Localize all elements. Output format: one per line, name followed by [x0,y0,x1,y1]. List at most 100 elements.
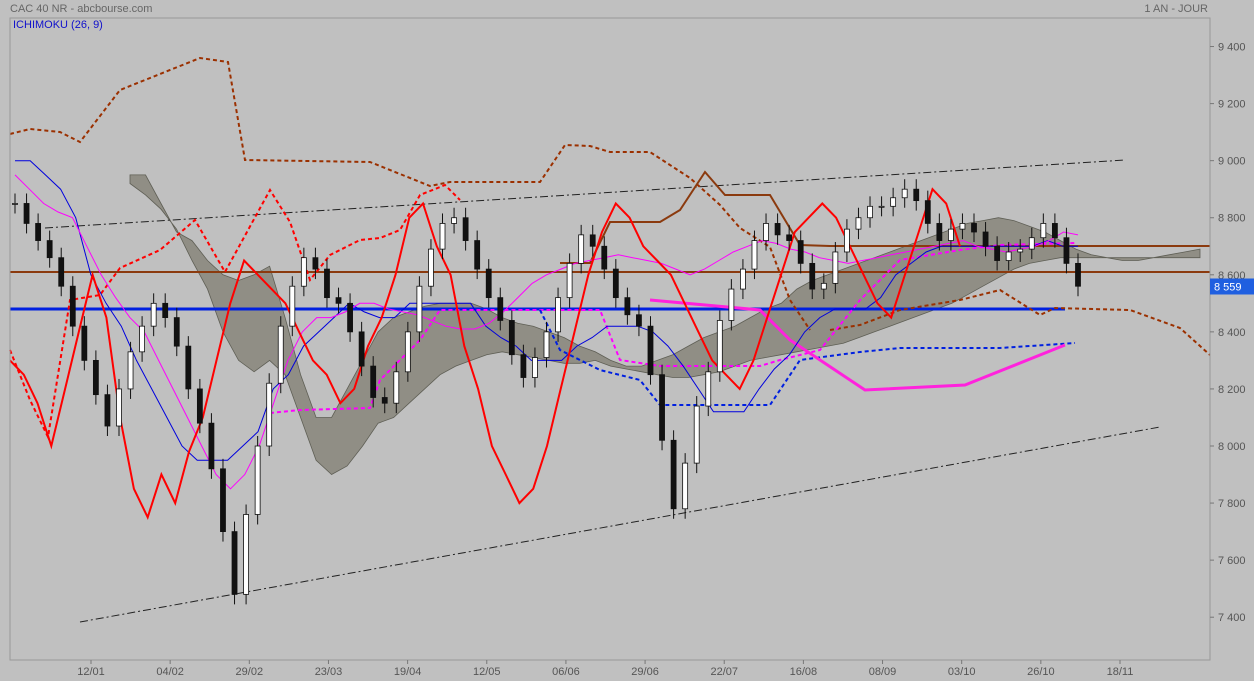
candle-body [913,188,920,202]
candle-body [624,297,631,316]
candle-body [532,357,538,378]
candle-body [289,285,296,327]
candle-body [393,371,400,404]
candle-body [1028,237,1035,250]
candle-body [116,388,122,427]
candle-body [982,231,989,247]
candle-body [208,422,215,470]
candle-body [231,531,238,595]
x-tick-label: 18/11 [1107,666,1134,678]
y-tick-label: 9 200 [1218,99,1246,111]
candle-body [867,205,873,219]
y-tick-label: 8 800 [1218,213,1246,225]
candle-body [370,365,377,398]
candle-body [381,397,388,404]
candle-body [555,297,561,333]
candle-body [220,468,226,532]
candle-body [173,317,180,347]
candle-body [520,354,527,378]
candle-body [300,257,307,287]
y-tick-label: 8 400 [1218,327,1246,339]
plot-frame [9,17,1211,661]
candle-body [81,325,88,361]
candle-body [335,297,342,304]
candle-body [659,374,665,441]
candle-body [266,382,273,447]
x-tick-label: 23/03 [315,666,343,678]
candle-body [543,331,550,358]
candle-body [324,268,330,299]
x-tick-label: 08/09 [869,666,897,678]
x-tick-label: 16/08 [790,666,818,678]
candle-body [127,351,134,390]
candle-body [347,302,353,333]
period-label: 1 AN - JOUR [1144,3,1208,15]
indicator-label: ICHIMOKU (26, 9) [13,19,103,31]
candle-body [462,217,469,241]
magenta-projection-line [649,298,1066,392]
candle-body [994,245,1001,261]
x-tick-label: 29/02 [236,666,264,678]
resistance-trendline [44,159,1126,229]
x-tick-label: 19/04 [394,666,422,678]
candle-body [820,282,827,290]
candle-body [416,285,423,333]
x-tick-label: 06/06 [552,666,580,678]
candle-body [162,302,169,319]
candle-body [578,234,585,264]
support-trendline [79,426,1161,623]
candle-body [1075,262,1081,287]
candle-body [35,223,42,241]
candle-body [1005,251,1012,261]
last-price-label: 8 559 [1214,281,1242,293]
candle-body [12,203,18,205]
x-tick-label: 12/05 [473,666,501,678]
candle-body [936,223,943,241]
y-tick-label: 7 800 [1218,498,1246,510]
candle-body [196,388,203,424]
x-tick-label: 03/10 [948,666,976,678]
candle-body [485,268,492,299]
candle-body [751,240,758,270]
y-tick-label: 9 400 [1218,42,1246,54]
y-tick-label: 8 000 [1218,441,1246,453]
candle-body [589,234,596,247]
upper-envelope-line [9,56,811,331]
series-kijun-line [14,174,1079,490]
y-tick-label: 7 600 [1218,555,1246,567]
candle-body [971,223,977,233]
candle-body [959,223,966,230]
y-tick-label: 9 000 [1218,156,1246,168]
candle-body [890,197,897,207]
candle-body [601,245,608,270]
candle-body [139,325,145,353]
candle-body [451,217,457,224]
lower-envelope-line [829,288,1211,356]
candle-body [46,240,53,259]
candle-body [693,405,700,464]
candle-body [716,320,723,373]
candle-body [428,248,434,287]
candle-body [612,268,619,299]
candle-body [763,223,769,241]
series-chikou-line [9,187,961,520]
candle-body [809,262,816,290]
candle-body [254,445,261,515]
candle-body [832,251,839,284]
candle-body [23,203,30,224]
candle-body [728,288,735,321]
candle-body [474,240,481,270]
candle-body [92,359,99,396]
instrument-title: CAC 40 NR - abcbourse.com [10,3,153,15]
x-tick-label: 26/10 [1027,666,1055,678]
candle-body [497,297,504,321]
y-tick-label: 8 200 [1218,384,1246,396]
candle-body [404,331,411,373]
candle-body [797,240,804,264]
candle-body [508,320,515,356]
candle-body [185,345,192,390]
candle-body [566,262,573,299]
x-tick-label: 04/02 [156,666,184,678]
